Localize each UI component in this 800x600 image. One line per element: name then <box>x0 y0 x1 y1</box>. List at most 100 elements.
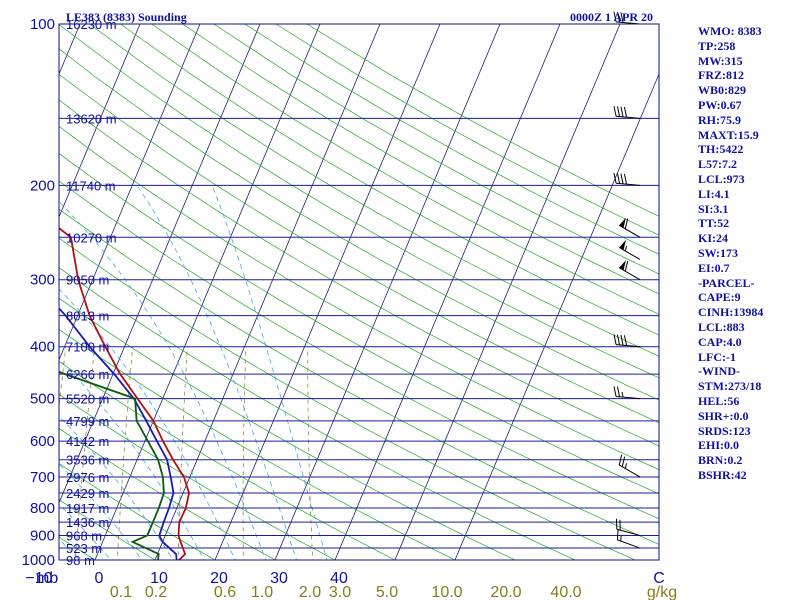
mixing-ratio-tick-label: 40.0 <box>550 584 581 600</box>
index-row: L57:7.2 <box>698 157 737 172</box>
height-label: 968 m <box>66 528 102 543</box>
dry-adiabat <box>59 267 576 560</box>
dry-adiabat <box>59 125 659 471</box>
mixing-ratio-line <box>307 346 314 560</box>
index-row: FRZ:812 <box>698 68 744 83</box>
index-row: -WIND- <box>698 364 740 379</box>
index-row: LCL:883 <box>698 319 745 334</box>
index-row: CINH:13984 <box>698 305 764 320</box>
dry-adiabat <box>59 427 276 560</box>
dry-adiabat <box>59 73 659 424</box>
temperature-tick-label: 10 <box>150 570 168 587</box>
height-label: 9050 m <box>66 273 109 288</box>
y-axis-label: mb <box>36 570 58 587</box>
moist-adiabat <box>59 463 143 560</box>
wind-barb <box>618 239 641 260</box>
sounding-title: LE383 (8383) Sounding <box>66 10 187 24</box>
index-row: TP:258 <box>698 38 736 53</box>
mixing-ratio-line <box>242 346 247 560</box>
isotherm-line <box>59 24 261 504</box>
sounding-trace-1 <box>59 307 178 560</box>
height-label: 3536 m <box>66 453 109 468</box>
isotherm-line <box>394 24 621 560</box>
moist-adiabat <box>59 358 205 560</box>
dry-adiabat <box>59 328 456 560</box>
height-label: 6266 m <box>66 367 109 382</box>
moist-adiabat <box>59 288 236 560</box>
pressure-tick-label: 800 <box>30 500 55 517</box>
index-row: PW:0.67 <box>698 97 742 112</box>
mixing-ratio-line <box>116 346 134 560</box>
dry-adiabat <box>59 153 659 495</box>
mixing-ratio-tick-label: 3.0 <box>329 584 351 600</box>
height-label: 1917 m <box>66 501 109 516</box>
index-row: SI:3.1 <box>698 201 729 216</box>
sounding-traces <box>59 226 191 560</box>
background-grid <box>0 24 659 571</box>
index-row: HEL:56 <box>698 393 740 408</box>
mixing-ratio-tick-label: 0.1 <box>110 584 132 600</box>
wind-barb <box>618 217 641 238</box>
plot-frame <box>58 23 660 561</box>
temperature-tick-label: −10 <box>25 570 52 587</box>
index-row: SRDS:123 <box>698 423 751 438</box>
isotherm-line <box>59 24 201 361</box>
mixing-ratio-tick-label: 1.0 <box>251 584 273 600</box>
height-label: 2976 m <box>66 470 109 485</box>
mixing-ratio-unit-label: g/kg <box>647 584 677 600</box>
index-row: MW:315 <box>698 53 743 68</box>
dry-adiabat <box>59 499 156 560</box>
pressure-tick-label: 600 <box>30 433 55 450</box>
temperature-tick-label: 20 <box>210 570 228 587</box>
index-row: BRN:0.2 <box>698 453 743 468</box>
index-row: EI:0.7 <box>698 260 730 275</box>
dry-adiabat <box>59 360 396 560</box>
isotherm-line <box>94 24 321 560</box>
isotherm-line <box>274 24 501 560</box>
mixing-ratio-tick-label: 20.0 <box>490 584 521 600</box>
dry-adiabat <box>0 24 52 571</box>
wind-barb-column <box>613 11 641 549</box>
moist-adiabat <box>59 415 174 560</box>
moist-adiabat <box>0 185 30 571</box>
height-label: 8013 m <box>66 309 109 324</box>
index-row: LCL:973 <box>698 171 745 186</box>
index-row: CAPE:9 <box>698 290 741 305</box>
wind-barb <box>616 529 641 549</box>
wind-barb <box>618 260 641 281</box>
moist-adiabat <box>59 200 267 560</box>
dry-adiabat <box>244 24 659 255</box>
height-label: 523 m <box>66 541 102 556</box>
mixing-ratio-line <box>177 346 188 560</box>
isotherm-line <box>214 24 441 560</box>
temperature-tick-label: 30 <box>270 570 288 587</box>
wind-barb <box>613 105 641 119</box>
index-row: EHI:0.0 <box>698 438 740 453</box>
mixing-ratio-tick-label: 0.2 <box>145 584 167 600</box>
stability-indices-panel: WMO: 8383 TP:258 MW:315 FRZ:812 WB0:829 PW:0.… <box>698 24 798 483</box>
isotherm-line <box>59 24 141 218</box>
mixing-ratio-tick-label: 5.0 <box>376 584 398 600</box>
height-label: 11740 m <box>66 178 116 193</box>
isotherm-line <box>0 24 20 560</box>
dry-adiabat <box>59 237 636 560</box>
wind-barb <box>613 386 641 400</box>
pressure-tick-label: 900 <box>30 527 55 544</box>
pressure-tick-label: 100 <box>30 16 55 33</box>
index-row: TH:5422 <box>698 142 744 157</box>
index-row: SHR+:0.0 <box>698 408 749 423</box>
index-row: WMO: 8383 <box>698 24 762 38</box>
height-label: 4142 m <box>66 434 109 449</box>
pressure-tick-label: 400 <box>30 339 55 356</box>
sounding-trace-0 <box>59 226 191 560</box>
height-label: 7100 m <box>66 340 109 355</box>
mixing-ratio-tick-label: 2.0 <box>299 584 321 600</box>
index-row: KI:24 <box>698 231 728 246</box>
temperature-unit-label: C <box>653 570 665 587</box>
dry-adiabat <box>59 180 659 520</box>
mixing-ratio-tick-label: 0.6 <box>214 584 236 600</box>
index-row: MAXT:15.9 <box>698 127 759 142</box>
wind-barb <box>613 172 641 186</box>
index-row: STM:273/18 <box>698 379 762 394</box>
